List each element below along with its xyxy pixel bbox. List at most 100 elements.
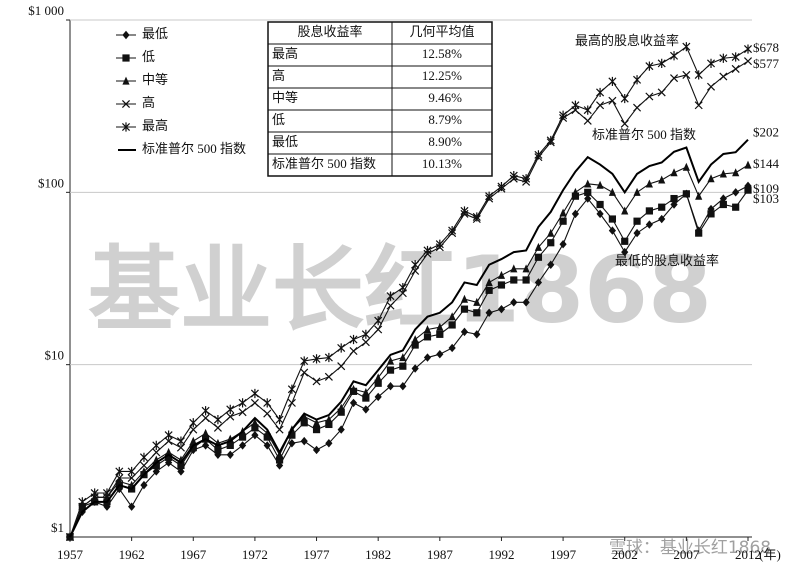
marker bbox=[670, 200, 678, 209]
marker bbox=[473, 297, 481, 306]
end-label: $577 bbox=[753, 56, 780, 71]
marker bbox=[510, 276, 518, 284]
marker bbox=[509, 171, 518, 181]
x-tick-label: 1972 bbox=[242, 547, 268, 562]
marker bbox=[448, 312, 456, 321]
marker bbox=[275, 414, 284, 425]
x-tick-label: 1992 bbox=[488, 547, 514, 562]
marker bbox=[608, 96, 617, 105]
marker bbox=[423, 353, 432, 362]
marker bbox=[189, 418, 198, 428]
marker bbox=[744, 160, 752, 169]
legend-marker bbox=[121, 122, 131, 132]
marker bbox=[620, 93, 629, 104]
marker bbox=[300, 368, 309, 377]
marker bbox=[312, 445, 321, 455]
table-frame bbox=[267, 21, 493, 177]
end-label: $144 bbox=[753, 156, 780, 171]
x-tick-label: 1997 bbox=[550, 547, 577, 562]
marker bbox=[374, 373, 382, 382]
marker bbox=[399, 381, 407, 391]
marker bbox=[201, 414, 210, 423]
x-tick-label: 1967 bbox=[180, 547, 207, 562]
marker bbox=[238, 441, 247, 450]
annotation: 标准普尔 500 指数 bbox=[592, 127, 696, 142]
marker bbox=[374, 379, 382, 387]
marker bbox=[312, 354, 321, 364]
table-cell: 最高 bbox=[272, 46, 298, 61]
marker bbox=[139, 452, 148, 462]
marker bbox=[337, 343, 346, 353]
table-cell: 8.90% bbox=[428, 134, 462, 149]
x-tick-label: 2007 bbox=[673, 547, 700, 562]
marker bbox=[485, 308, 493, 317]
marker bbox=[263, 433, 271, 441]
marker bbox=[275, 456, 284, 464]
marker bbox=[497, 304, 506, 314]
x-tick-label: 1977 bbox=[304, 547, 331, 562]
marker bbox=[744, 186, 752, 194]
end-label: $109 bbox=[753, 181, 779, 196]
table-cell: 12.58% bbox=[422, 46, 462, 61]
marker bbox=[682, 190, 690, 198]
marker bbox=[349, 398, 358, 408]
marker bbox=[645, 92, 654, 101]
marker bbox=[300, 412, 308, 421]
table-header: 几何平均值 bbox=[409, 24, 474, 39]
marker bbox=[707, 210, 715, 218]
marker bbox=[707, 174, 715, 183]
marker bbox=[312, 425, 321, 434]
marker bbox=[362, 388, 370, 397]
marker bbox=[559, 217, 567, 225]
marker bbox=[213, 423, 222, 432]
x-tick-label: 1962 bbox=[119, 547, 145, 562]
marker bbox=[152, 467, 160, 476]
marker bbox=[127, 473, 136, 483]
table-header: 股息收益率 bbox=[297, 24, 362, 39]
marker bbox=[608, 76, 617, 87]
y-tick-label: $1 bbox=[51, 520, 64, 535]
marker bbox=[423, 245, 432, 256]
marker bbox=[275, 461, 284, 470]
marker bbox=[177, 467, 185, 476]
series bbox=[65, 42, 753, 542]
annotation: 最低的股息收益率 bbox=[615, 253, 719, 268]
marker bbox=[584, 179, 592, 188]
marker bbox=[436, 322, 444, 331]
marker bbox=[349, 334, 358, 345]
marker bbox=[337, 403, 345, 412]
marker bbox=[423, 333, 432, 341]
marker bbox=[571, 187, 580, 196]
marker bbox=[448, 225, 457, 236]
series-line bbox=[69, 45, 749, 538]
marker bbox=[251, 430, 259, 440]
marker bbox=[497, 281, 506, 289]
marker bbox=[214, 446, 222, 454]
marker bbox=[362, 394, 370, 402]
table-cell: 标准普尔 500 指数 bbox=[272, 156, 376, 171]
marker bbox=[621, 206, 629, 215]
marker bbox=[287, 384, 296, 394]
marker bbox=[547, 228, 555, 237]
marker bbox=[460, 305, 469, 313]
marker bbox=[325, 439, 333, 448]
marker bbox=[324, 372, 333, 381]
marker bbox=[743, 44, 753, 54]
legend-label: 低 bbox=[142, 49, 155, 64]
marker bbox=[288, 431, 296, 439]
x-tick-label: 1982 bbox=[365, 547, 391, 562]
marker bbox=[448, 343, 456, 353]
legend-label: 标准普尔 500 指数 bbox=[142, 141, 246, 156]
marker bbox=[596, 101, 605, 110]
marker bbox=[633, 228, 641, 238]
marker bbox=[510, 264, 518, 273]
marker bbox=[694, 70, 703, 80]
marker bbox=[596, 87, 605, 98]
x-tick-label: 2002 bbox=[612, 547, 638, 562]
marker bbox=[731, 52, 740, 62]
marker bbox=[361, 329, 370, 339]
marker bbox=[608, 187, 616, 196]
marker bbox=[583, 105, 592, 115]
marker bbox=[621, 237, 629, 245]
